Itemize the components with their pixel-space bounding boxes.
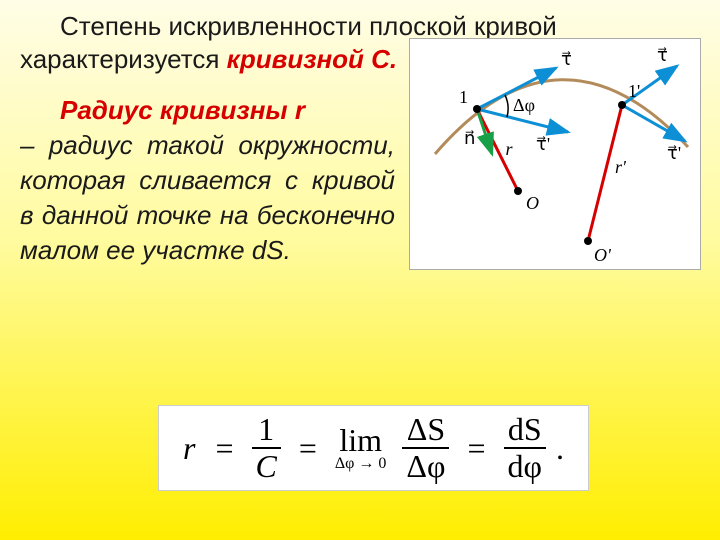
f-lim: lim (335, 424, 387, 456)
f-eq1: = (215, 430, 233, 467)
svg-text:τ⃗': τ⃗' (536, 134, 550, 154)
f-dS: ΔS (402, 412, 449, 449)
f-lim-sub: Δφ → 0 (335, 456, 387, 472)
f-eq3: = (467, 430, 485, 467)
svg-text:τ⃗': τ⃗' (667, 143, 681, 163)
curvature-c-label: кривизной С. (227, 44, 398, 74)
diagram-svg: 1 1' τ⃗ τ⃗' τ⃗ τ⃗' n⃗ Δφ r r' O O' (410, 39, 700, 269)
radius-tail: dS. (252, 235, 291, 265)
svg-text:τ⃗: τ⃗ (657, 45, 668, 65)
svg-text:O: O (526, 193, 539, 213)
f-dphi: Δφ (402, 449, 449, 484)
radius-title: Радиус кривизны r (20, 93, 395, 128)
f-dot: . (556, 430, 564, 467)
curvature-formula: r = 1 C = lim Δφ → 0 ΔS Δφ = dS dφ . (177, 427, 570, 463)
curvature-diagram: 1 1' τ⃗ τ⃗' τ⃗ τ⃗' n⃗ Δφ r r' O O' (409, 38, 701, 270)
svg-text:n⃗: n⃗ (464, 128, 475, 148)
radius-definition: Радиус кривизны r – радиус такой окружно… (20, 93, 395, 268)
svg-text:r: r (506, 139, 514, 159)
f-eq2: = (299, 430, 317, 467)
svg-text:O': O' (594, 245, 612, 265)
f-r: r (183, 430, 195, 467)
f-C: C (252, 449, 281, 484)
svg-text:r': r' (615, 157, 627, 177)
svg-text:Δφ: Δφ (513, 95, 535, 115)
svg-text:1: 1 (459, 87, 468, 107)
f-dS2: dS (508, 411, 542, 447)
svg-text:1': 1' (628, 81, 640, 101)
f-one: 1 (252, 412, 281, 449)
formula-box: r = 1 C = lim Δφ → 0 ΔS Δφ = dS dφ . (158, 405, 589, 491)
radius-body: – радиус такой окружности, которая слива… (20, 130, 395, 265)
svg-text:τ⃗: τ⃗ (561, 49, 572, 69)
f-dphi2: dφ (508, 448, 542, 484)
